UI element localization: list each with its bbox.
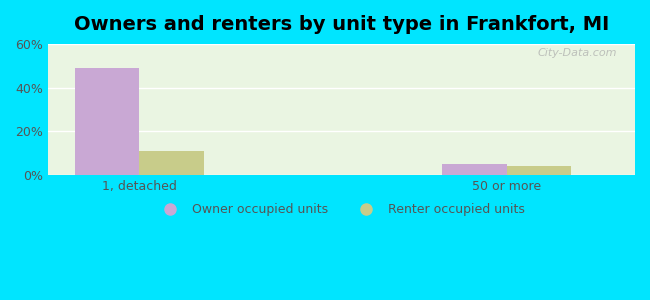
Text: City-Data.com: City-Data.com [538, 48, 617, 58]
Title: Owners and renters by unit type in Frankfort, MI: Owners and renters by unit type in Frank… [73, 15, 609, 34]
Bar [442, 164, 506, 175]
Bar [506, 166, 571, 175]
Bar [75, 68, 140, 175]
Bar [140, 151, 203, 175]
Legend: Owner occupied units, Renter occupied units: Owner occupied units, Renter occupied un… [152, 198, 530, 221]
